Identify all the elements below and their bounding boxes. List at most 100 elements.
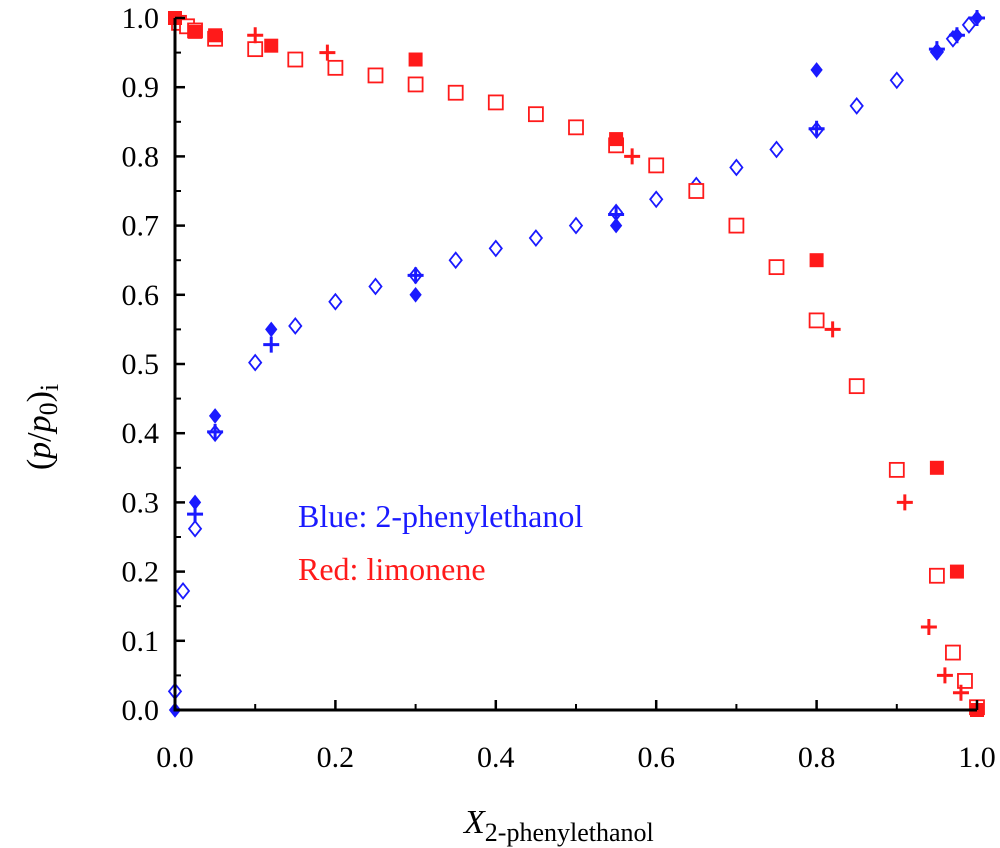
filled-square-point (188, 24, 203, 39)
y-axis-title: (p/p0)i (21, 384, 64, 470)
open-square-point (957, 673, 973, 689)
filled-square-point (208, 28, 223, 43)
x-axis-title-main: X (462, 804, 486, 841)
filled-diamond-point (810, 62, 823, 78)
open-square-point (487, 94, 504, 111)
x-tick-label: 0.8 (798, 741, 836, 774)
x-axis-title: X2-phenylethanol (462, 804, 654, 847)
y-tick-label: 0.3 (122, 486, 160, 519)
open-diamond-point (288, 316, 303, 335)
open-square-point (447, 84, 464, 101)
open-diamond-point (328, 292, 343, 311)
x-tick-label: 0.0 (156, 741, 194, 774)
open-square-point (568, 119, 584, 136)
y-axis-title-paren-close: ) (21, 391, 58, 402)
cross-point (948, 27, 965, 44)
filled-square-point (949, 564, 964, 579)
y-axis-title-subscript: i (35, 384, 64, 391)
x-axis-title-subscript: 2-phenylethanol (485, 818, 654, 847)
open-diamond-point (889, 71, 904, 90)
open-square-point (528, 106, 544, 123)
cross-point (952, 684, 969, 701)
series-2-phenylethanol-cross (187, 10, 985, 523)
series-limonene-square-filled (168, 11, 984, 717)
legend-entry-blue: Blue: 2-phenylethanol (298, 498, 583, 534)
legend-entry-red: Red: limonene (298, 551, 486, 587)
cross-point (969, 10, 985, 26)
open-diamond-point (649, 190, 664, 209)
y-axis-title-slash: / (21, 432, 58, 442)
filled-square-point (809, 253, 824, 268)
filled-square-point (264, 38, 279, 53)
y-tick-label: 0.2 (122, 556, 160, 589)
y-tick-label: 0.9 (122, 71, 160, 104)
y-tick-label: 0.0 (122, 694, 160, 727)
markers-layer (167, 10, 985, 718)
open-diamond-point (488, 239, 503, 258)
cross-point (407, 267, 424, 284)
open-diamond-point (528, 229, 544, 247)
open-diamond-point (961, 15, 977, 34)
open-square-point (929, 567, 945, 584)
y-axis-title-p0-subscript: 0 (34, 402, 63, 415)
open-square-point (407, 76, 424, 93)
y-tick-label: 0.5 (122, 348, 160, 381)
x-tick-label: 0.2 (317, 741, 355, 774)
x-tick-label: 0.6 (637, 741, 675, 774)
y-axis-title-p: p (21, 442, 58, 461)
filled-diamond-point (409, 286, 422, 303)
filled-square-point (609, 132, 624, 147)
y-tick-label: 0.7 (122, 210, 160, 243)
x-tick-label: 0.4 (477, 741, 515, 774)
cross-point (936, 667, 953, 684)
filled-diamond-point (208, 408, 222, 424)
cross-point (187, 506, 204, 523)
open-square-point (945, 644, 961, 661)
open-square-point (648, 157, 665, 174)
open-diamond-point (448, 251, 463, 270)
y-tick-label: 0.8 (122, 140, 160, 173)
cross-point (263, 336, 280, 353)
open-square-point (808, 312, 825, 329)
open-diamond-point (175, 582, 191, 600)
open-square-point (688, 183, 705, 199)
y-tick-label: 0.1 (122, 625, 160, 658)
open-square-point (247, 41, 264, 58)
open-square-point (327, 59, 344, 76)
y-tick-label: 1.0 (122, 2, 160, 35)
open-square-point (768, 259, 785, 276)
open-square-point (848, 378, 865, 395)
filled-square-point (408, 52, 423, 67)
axes-layer: 0.0 0.1 0.2 0.3 0.4 0.5 0.6 0.7 0.8 0.9 1.0 0.0 0.2 0… (122, 2, 996, 774)
open-diamond-point (187, 519, 203, 538)
filled-diamond-point (609, 217, 623, 234)
cross-point (928, 41, 945, 58)
series-limonene-cross (247, 27, 969, 701)
open-diamond-point (729, 158, 744, 177)
open-square-point (367, 67, 384, 84)
cross-point (920, 618, 937, 635)
series-limonene-square-open (171, 14, 985, 716)
cross-point (624, 148, 641, 165)
open-diamond-point (849, 96, 864, 115)
cross-point (808, 120, 825, 137)
cross-point (824, 321, 841, 338)
cross-point (896, 494, 913, 511)
x-tick-label: 1.0 (958, 741, 996, 774)
cross-point (319, 44, 336, 61)
y-tick-label: 0.4 (122, 417, 160, 450)
cross-point (608, 206, 625, 223)
open-diamond-point (568, 216, 584, 235)
open-square-point (728, 217, 745, 234)
open-diamond-point (248, 353, 263, 372)
y-axis-title-paren-open: ( (21, 459, 58, 470)
filled-square-point (929, 460, 944, 475)
y-tick-label: 0.6 (122, 279, 160, 312)
open-diamond-point (368, 277, 383, 296)
cross-point (247, 27, 264, 44)
y-axis-title-p0: p (21, 415, 58, 434)
filled-diamond-point (265, 321, 278, 338)
open-diamond-point (769, 140, 784, 159)
open-square-point (287, 51, 304, 68)
